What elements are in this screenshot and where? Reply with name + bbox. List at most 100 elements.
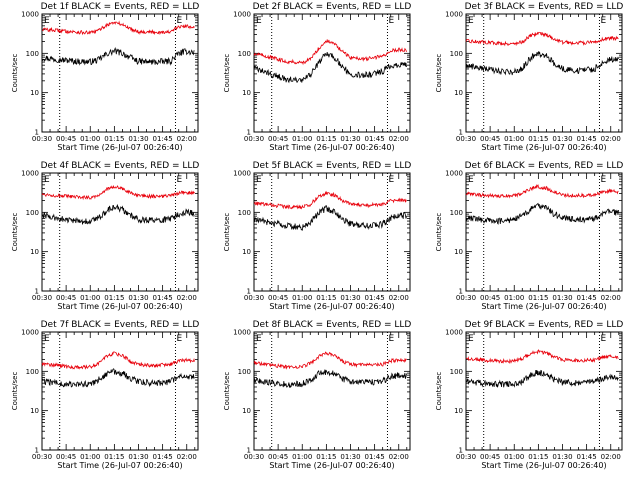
y-tick-label: 1000: [445, 329, 463, 337]
x-tick-marks: [253, 14, 408, 132]
event-marker-label: E: [44, 175, 50, 185]
x-tick-label: 01:30: [340, 294, 360, 302]
x-axis-label: Start Time (26-Jul-07 00:26:40): [57, 461, 182, 470]
plot-frame: [41, 172, 199, 292]
event-marker-label: E: [44, 334, 50, 344]
x-tick-label: 02:00: [389, 135, 409, 143]
lld-series-line: [465, 184, 619, 199]
event-marker-label: E: [600, 334, 606, 344]
x-tick-label: 01:00: [80, 453, 100, 461]
x-tick-label: 00:45: [56, 453, 76, 461]
event-marker-label: E: [388, 16, 394, 26]
chart-title: Det 3f BLACK = Events, RED = LLD: [465, 2, 624, 12]
x-tick-label: 01:30: [128, 135, 148, 143]
plot-frame: [253, 13, 411, 133]
x-tick-label: 00:45: [56, 294, 76, 302]
x-tick-label: 01:30: [552, 135, 572, 143]
y-tick-label: 10: [454, 407, 463, 415]
x-tick-label: 02:00: [177, 453, 197, 461]
y-tick-label: 100: [26, 209, 39, 217]
x-tick-marks: [465, 14, 620, 132]
y-tick-label: 1000: [233, 329, 251, 337]
y-tick-label: 100: [26, 368, 39, 376]
x-tick-label: 02:00: [389, 294, 409, 302]
y-tick-label: 1000: [233, 170, 251, 178]
events-series-line: [465, 51, 619, 76]
x-tick-label: 00:45: [268, 453, 288, 461]
x-tick-label: 01:00: [292, 294, 312, 302]
y-axis-label: Counts/sec: [11, 372, 19, 411]
y-tick-label: 10: [30, 89, 39, 97]
x-tick-label: 01:15: [316, 294, 336, 302]
x-tick-label: 01:45: [153, 294, 173, 302]
chart-panel: Det 8f BLACK = Events, RED = LLD 1 10 100 10…: [223, 320, 411, 470]
x-axis-label: Start Time (26-Jul-07 00:26:40): [269, 461, 394, 470]
y-axis-label: Counts/sec: [435, 54, 443, 93]
y-tick-label: 1: [459, 129, 463, 137]
x-tick-label: 00:45: [268, 294, 288, 302]
events-series-line: [253, 369, 407, 388]
x-axis-label: Start Time (26-Jul-07 00:26:40): [57, 302, 182, 311]
plot-frame: [41, 331, 199, 451]
event-marker-label: E: [256, 175, 262, 185]
y-tick-label: 100: [238, 368, 251, 376]
y-tick-label: 1: [247, 129, 251, 137]
x-tick-label: 00:30: [32, 135, 52, 143]
y-tick-marks: [466, 172, 622, 292]
event-marker-label: E: [256, 334, 262, 344]
x-tick-label: 01:00: [80, 294, 100, 302]
x-tick-label: 01:15: [316, 453, 336, 461]
x-tick-label: 02:00: [389, 453, 409, 461]
x-tick-label: 00:30: [244, 294, 264, 302]
y-tick-label: 100: [450, 368, 463, 376]
x-tick-label: 01:15: [104, 294, 124, 302]
x-tick-label: 00:30: [456, 453, 476, 461]
x-tick-label: 00:30: [456, 294, 476, 302]
x-tick-label: 01:45: [365, 294, 385, 302]
y-tick-label: 10: [242, 248, 251, 256]
event-marker-label: E: [176, 334, 182, 344]
x-tick-label: 01:15: [104, 453, 124, 461]
chart-title: Det 9f BLACK = Events, RED = LLD: [465, 320, 624, 330]
lld-series-line: [253, 39, 407, 66]
x-tick-label: 02:00: [177, 294, 197, 302]
x-tick-label: 01:00: [292, 135, 312, 143]
x-tick-label: 02:00: [601, 294, 621, 302]
x-tick-label: 01:00: [80, 135, 100, 143]
y-tick-marks: [254, 331, 410, 451]
x-tick-label: 00:45: [480, 294, 500, 302]
x-tick-label: 02:00: [601, 453, 621, 461]
chart-title: Det 8f BLACK = Events, RED = LLD: [253, 320, 412, 330]
y-tick-label: 1000: [233, 11, 251, 19]
x-tick-label: 01:15: [528, 453, 548, 461]
y-tick-marks: [42, 172, 198, 292]
x-tick-label: 01:30: [128, 453, 148, 461]
y-tick-marks: [466, 13, 622, 133]
y-tick-marks: [42, 331, 198, 451]
x-tick-label: 00:30: [244, 135, 264, 143]
chart-title: Det 1f BLACK = Events, RED = LLD: [41, 2, 200, 12]
x-tick-label: 00:30: [244, 453, 264, 461]
x-tick-label: 01:00: [504, 453, 524, 461]
y-tick-label: 100: [238, 50, 251, 58]
events-series-line: [253, 52, 407, 84]
lld-series-line: [254, 190, 407, 210]
x-tick-label: 01:45: [365, 135, 385, 143]
events-series-line: [41, 46, 195, 66]
event-marker-label: E: [468, 334, 474, 344]
y-tick-label: 100: [26, 50, 39, 58]
y-tick-label: 100: [450, 209, 463, 217]
lld-series-line: [41, 351, 195, 370]
event-marker-label: E: [176, 175, 182, 185]
plot-frame: [253, 172, 411, 292]
y-tick-label: 100: [238, 209, 251, 217]
plot-frame: [465, 172, 623, 292]
chart-title: Det 5f BLACK = Events, RED = LLD: [253, 161, 412, 171]
x-tick-label: 00:30: [32, 294, 52, 302]
x-axis-label: Start Time (26-Jul-07 00:26:40): [269, 143, 394, 152]
x-tick-marks: [253, 173, 408, 291]
x-tick-label: 01:30: [552, 453, 572, 461]
lld-series-line: [465, 31, 619, 47]
x-tick-label: 01:30: [128, 294, 148, 302]
